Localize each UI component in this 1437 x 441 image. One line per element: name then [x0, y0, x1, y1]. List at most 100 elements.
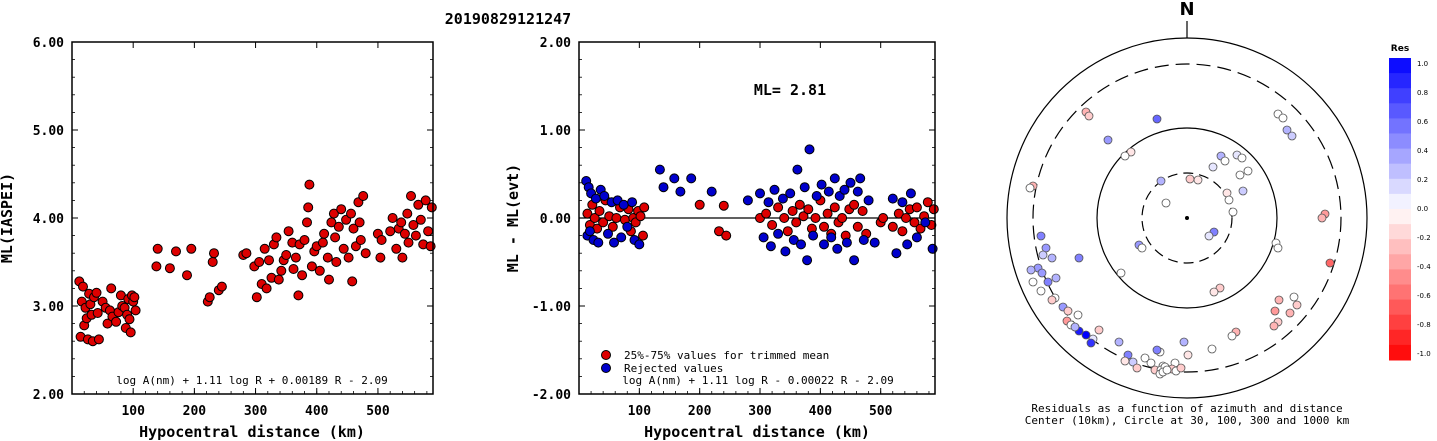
middle-point-s1 — [616, 232, 627, 243]
left-point-s0 — [297, 270, 308, 281]
middle-point-s1 — [869, 237, 880, 248]
left-point-s0 — [333, 221, 344, 232]
colorbar-cells — [1389, 58, 1411, 361]
station-marker — [1140, 353, 1150, 363]
middle-point-s1 — [792, 164, 803, 175]
left-point-s0 — [338, 243, 349, 254]
middle-point-s0 — [787, 206, 798, 216]
left-point-s0 — [324, 274, 334, 285]
middle-point-s1 — [804, 144, 815, 155]
left-ytick-label: 6.00 — [33, 36, 64, 51]
station-marker — [1026, 265, 1036, 275]
legend-marker-trimmed — [601, 350, 611, 360]
left-plot-frame — [71, 41, 434, 395]
middle-point-s1 — [785, 188, 796, 199]
colorbar-label: 0.0 — [1417, 205, 1428, 213]
left-point-s0 — [396, 217, 407, 228]
middle-xtick-label: 100 — [628, 404, 652, 419]
station-marker — [1073, 310, 1083, 320]
left-point-s0 — [271, 232, 282, 243]
middle-point-s1 — [634, 239, 645, 250]
middle-point-s0 — [837, 213, 848, 223]
left-point-s0 — [259, 243, 270, 254]
colorbar-cell — [1389, 344, 1411, 361]
legend-marker-rejected — [601, 363, 611, 373]
station-marker — [1094, 325, 1104, 335]
left-point-s0 — [399, 228, 410, 239]
middle-point-s1 — [773, 228, 784, 239]
middle-point-s0 — [635, 211, 646, 222]
station-marker — [1207, 344, 1217, 354]
station-marker — [1114, 337, 1124, 347]
station-marker — [1317, 213, 1327, 223]
middle-point-s0 — [901, 213, 911, 223]
station-marker — [1063, 306, 1073, 316]
middle-point-s1 — [686, 173, 697, 184]
left-point-s0 — [204, 292, 215, 303]
middle-point-s1 — [841, 237, 852, 248]
middle-point-s0 — [611, 213, 622, 223]
polar-caption-2: Center (10km), Circle at 30, 100, 300 an… — [1025, 414, 1350, 427]
left-point-s0 — [91, 287, 102, 298]
colorbar-cell — [1389, 118, 1411, 134]
station-marker — [1043, 277, 1053, 287]
left-point-s0 — [299, 235, 310, 245]
middle-point-s1 — [788, 235, 799, 245]
station-marker — [1036, 286, 1046, 296]
middle-point-s1 — [829, 173, 840, 184]
left-point-s0 — [426, 202, 437, 213]
middle-point-s0 — [721, 230, 732, 241]
middle-point-s1 — [911, 232, 922, 243]
middle-point-s1 — [863, 195, 874, 206]
middle-point-s1 — [920, 217, 931, 228]
middle-point-s1 — [658, 182, 669, 193]
station-marker — [1274, 295, 1284, 305]
left-point-s0 — [251, 292, 262, 303]
station-marker — [1237, 153, 1247, 163]
left-point-s0 — [288, 264, 299, 274]
middle-point-s1 — [852, 186, 863, 197]
station-marker — [1025, 183, 1035, 193]
station-marker — [1176, 363, 1186, 373]
station-marker — [1152, 114, 1162, 124]
left-xticks: 100 200 300 400 500 — [83, 42, 428, 419]
colorbar-label: -0.8 — [1417, 321, 1431, 329]
station-marker — [1047, 253, 1057, 263]
station-marker — [1120, 356, 1130, 366]
colorbar-title: Res — [1391, 44, 1409, 54]
colorbar-cell — [1389, 103, 1411, 119]
station-marker — [1156, 176, 1166, 186]
station-marker — [1238, 186, 1248, 196]
left-ytick-label: 3.00 — [33, 300, 64, 315]
station-marker — [1137, 243, 1147, 253]
station-marker — [1179, 337, 1189, 347]
left-point-s0 — [151, 261, 162, 272]
middle-xlabel: Hypocentral distance (km) — [644, 423, 870, 441]
middle-point-s1 — [742, 195, 753, 206]
colorbar-cell — [1389, 88, 1411, 104]
station-marker — [1208, 162, 1218, 172]
left-point-s0 — [302, 217, 312, 228]
station-marker — [1215, 283, 1225, 293]
circle-30km — [1141, 172, 1233, 264]
left-point-s0 — [403, 237, 414, 248]
middle-point-s1 — [845, 177, 856, 188]
station-marker — [1084, 111, 1094, 121]
station-marker — [1028, 277, 1038, 287]
colorbar-cell — [1389, 148, 1411, 165]
colorbar-label: 0.4 — [1417, 147, 1429, 155]
station-marker — [1273, 243, 1283, 253]
colorbar-cell — [1389, 58, 1411, 74]
left-point-s0 — [376, 235, 387, 245]
middle-point-s1 — [799, 182, 810, 193]
colorbar-label: -0.6 — [1417, 292, 1431, 300]
middle-point-s1 — [832, 243, 843, 254]
left-point-s0 — [261, 283, 272, 294]
middle-ytick-label: -2.00 — [532, 388, 571, 403]
left-point-s0 — [290, 252, 301, 263]
middle-point-s0 — [878, 213, 889, 223]
middle-point-s0 — [794, 199, 805, 210]
left-point-s0 — [355, 235, 366, 245]
colorbar-cell — [1389, 239, 1411, 255]
station-marker — [1036, 231, 1046, 241]
